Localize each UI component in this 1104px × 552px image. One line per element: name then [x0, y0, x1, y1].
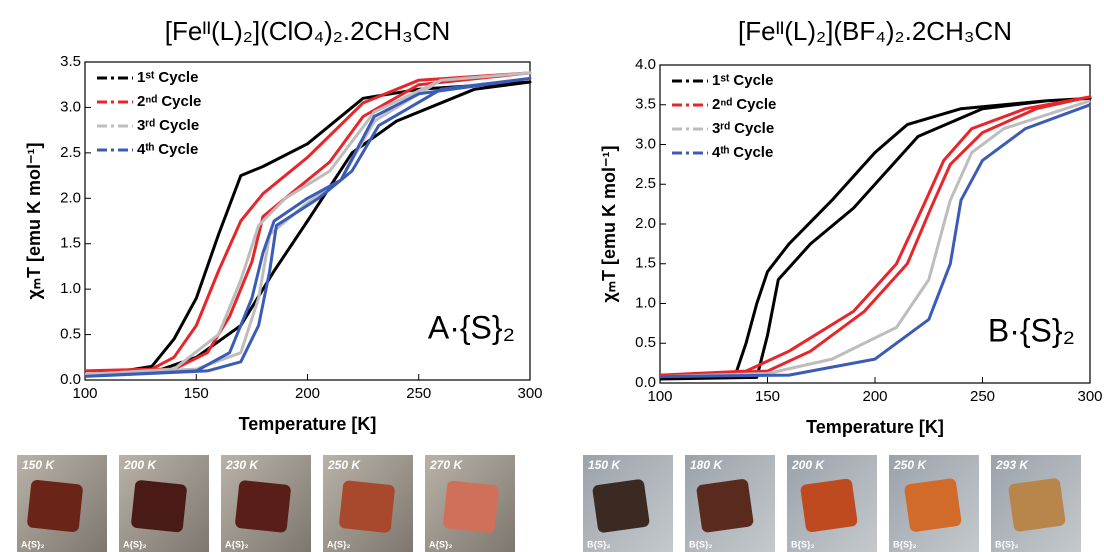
y-tick-label: 1.5 [635, 255, 656, 272]
legend-label: 3ʳᵈ Cycle [712, 120, 774, 137]
photo-caption: B{S}₂ [689, 539, 713, 549]
photo-caption: A{S}₂ [327, 539, 351, 549]
y-tick-label: 0.5 [60, 326, 81, 343]
annotation: B·{S}₂ [988, 312, 1075, 348]
chart-title: [Feᴵᴵ(L)₂](BF₄)₂.2CH₃CN [738, 16, 1012, 46]
x-tick-label: 250 [970, 388, 995, 405]
photo-label: 200 K [791, 458, 825, 472]
x-axis-label: Temperature [K] [806, 417, 944, 437]
legend-label: 4ᵗʰ Cycle [712, 144, 773, 161]
x-tick-label: 150 [755, 388, 780, 405]
x-tick-label: 200 [295, 385, 320, 402]
sample [904, 478, 962, 533]
x-tick-label: 250 [406, 385, 431, 402]
y-tick-label: 4.0 [635, 56, 656, 73]
y-tick-label: 3.0 [635, 135, 656, 152]
y-tick-label: 2.0 [635, 215, 656, 232]
photo-caption: A{S}₂ [225, 539, 249, 549]
sample [592, 479, 650, 534]
x-tick-label: 150 [184, 385, 209, 402]
y-tick-label: 3.5 [60, 53, 81, 70]
legend-label: 1ˢᵗ Cycle [137, 69, 198, 86]
chart-title: [Feᴵᴵ(L)₂](ClO₄)₂.2CH₃CN [165, 16, 451, 46]
y-tick-label: 1.0 [635, 294, 656, 311]
legend-label: 1ˢᵗ Cycle [712, 72, 773, 89]
x-tick-label: 300 [517, 385, 542, 402]
photo-label: 230 K [225, 458, 259, 472]
photo-caption: A{S}₂ [429, 539, 453, 549]
sample [800, 478, 858, 533]
photo-label: 293 K [995, 458, 1029, 472]
photo-caption: A{S}₂ [123, 539, 147, 549]
legend-label: 2ⁿᵈ Cycle [712, 96, 776, 113]
photo-caption: B{S}₂ [791, 539, 815, 549]
y-tick-label: 2.5 [635, 175, 656, 192]
legend-label: 2ⁿᵈ Cycle [137, 93, 201, 110]
photo-caption: A{S}₂ [21, 539, 45, 549]
sample [27, 479, 84, 532]
photo-label: 180 K [690, 458, 723, 472]
x-axis-label: Temperature [K] [239, 414, 377, 434]
photo-label: 270 K [429, 458, 463, 472]
photo-label: 200 K [123, 458, 157, 472]
photo-caption: B{S}₂ [995, 539, 1019, 549]
figure: [Feᴵᴵ(L)₂](ClO₄)₂.2CH₃CN1001502002503000… [0, 0, 1104, 552]
sample [443, 480, 500, 533]
photo-label: 250 K [893, 458, 927, 472]
y-tick-label: 0.5 [635, 334, 656, 351]
y-axis-label: χₘT [emu K mol⁻¹] [599, 145, 619, 302]
sample [131, 480, 188, 533]
photo-label: 250 K [327, 458, 361, 472]
photo-caption: B{S}₂ [893, 539, 917, 549]
sample [339, 480, 396, 533]
photo-label: 150 K [588, 458, 621, 472]
sample [235, 480, 292, 533]
sample [696, 478, 754, 533]
y-axis-label: χₘT [emu K mol⁻¹] [24, 142, 44, 299]
legend-label: 4ᵗʰ Cycle [137, 141, 198, 158]
y-tick-label: 0.0 [60, 371, 81, 388]
x-tick-label: 300 [1077, 388, 1102, 405]
y-tick-label: 2.0 [60, 189, 81, 206]
y-tick-label: 3.5 [635, 96, 656, 113]
y-tick-label: 3.0 [60, 98, 81, 115]
y-tick-label: 2.5 [60, 144, 81, 161]
y-tick-label: 1.0 [60, 280, 81, 297]
photo-label: 150 K [22, 458, 55, 472]
legend-label: 3ʳᵈ Cycle [137, 117, 199, 134]
sample [1008, 478, 1066, 533]
y-tick-label: 1.5 [60, 235, 81, 252]
x-tick-label: 200 [862, 388, 887, 405]
annotation: A·{S}₂ [428, 309, 515, 345]
photo-caption: B{S}₂ [587, 539, 611, 549]
y-tick-label: 0.0 [635, 374, 656, 391]
